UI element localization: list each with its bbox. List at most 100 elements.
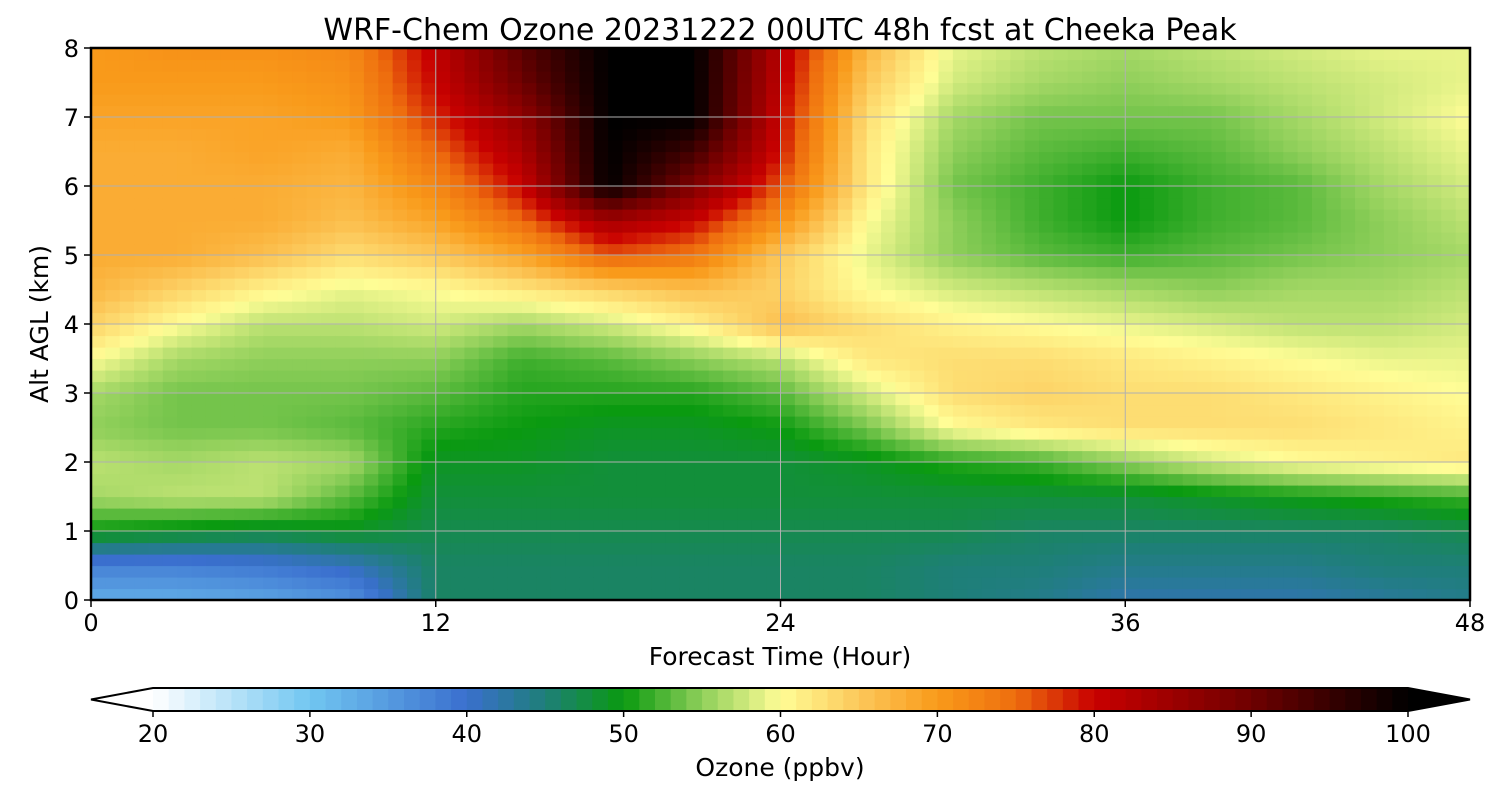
- heatmap-cell: [435, 105, 451, 118]
- heatmap-cell: [694, 209, 710, 222]
- heatmap-cell: [1455, 105, 1471, 118]
- heatmap-cell: [780, 519, 796, 532]
- heatmap-cell: [766, 209, 782, 222]
- heatmap-cell: [1024, 232, 1040, 245]
- heatmap-cell: [1340, 370, 1356, 383]
- heatmap-cell: [407, 128, 422, 141]
- heatmap-cell: [995, 416, 1011, 429]
- heatmap-cell: [306, 462, 322, 475]
- heatmap-cell: [1240, 289, 1256, 302]
- heatmap-cell: [191, 577, 207, 590]
- heatmap-cell: [895, 335, 911, 348]
- heatmap-cell: [177, 255, 193, 268]
- heatmap-cell: [363, 508, 379, 521]
- heatmap-cell: [1297, 105, 1313, 118]
- colorbar-swatch: [1219, 688, 1236, 711]
- heatmap-cell: [292, 358, 308, 371]
- heatmap-cell: [579, 404, 595, 417]
- heatmap-cell: [450, 508, 466, 521]
- heatmap-cell: [1211, 508, 1227, 521]
- heatmap-cell: [766, 485, 782, 498]
- heatmap-cell: [1139, 289, 1155, 302]
- heatmap-cell: [550, 174, 566, 187]
- heatmap-cell: [1024, 163, 1040, 176]
- heatmap-cell: [464, 71, 480, 84]
- heatmap-cell: [378, 577, 394, 590]
- heatmap-cell: [1455, 174, 1471, 187]
- heatmap-cell: [1441, 565, 1457, 578]
- heatmap-cell: [938, 485, 954, 498]
- heatmap-cell: [852, 220, 868, 233]
- heatmap-cell: [1168, 577, 1184, 590]
- heatmap-cell: [636, 255, 652, 268]
- heatmap-cell: [363, 381, 379, 394]
- heatmap-cell: [565, 94, 580, 107]
- heatmap-cell: [1268, 278, 1284, 291]
- heatmap-cell: [306, 450, 322, 463]
- heatmap-cell: [909, 381, 925, 394]
- heatmap-cell: [1455, 243, 1471, 256]
- heatmap-cell: [493, 393, 509, 406]
- heatmap-cell: [507, 439, 523, 452]
- heatmap-cell: [780, 220, 796, 233]
- heatmap-cell: [1211, 82, 1227, 95]
- heatmap-cell: [162, 439, 178, 452]
- heatmap-cell: [1455, 347, 1471, 360]
- heatmap-cell: [1455, 324, 1471, 337]
- colorbar-swatch: [780, 688, 797, 711]
- heatmap-cell: [723, 577, 738, 590]
- heatmap-cell: [952, 174, 968, 187]
- heatmap-cell: [1197, 450, 1213, 463]
- heatmap-cell: [392, 485, 408, 498]
- heatmap-cell: [1082, 105, 1098, 118]
- heatmap-cell: [177, 151, 193, 164]
- colorbar-swatch: [1251, 688, 1268, 711]
- heatmap-cell: [177, 473, 193, 486]
- heatmap-cell: [292, 151, 308, 164]
- heatmap-cell: [1412, 151, 1428, 164]
- heatmap-cell: [220, 232, 236, 245]
- heatmap-cell: [1096, 485, 1112, 498]
- heatmap-cell: [1412, 48, 1428, 61]
- heatmap-cell: [881, 416, 897, 429]
- heatmap-cell: [249, 140, 264, 153]
- heatmap-cell: [1426, 255, 1442, 268]
- heatmap-cell: [1153, 358, 1169, 371]
- heatmap-cell: [679, 508, 695, 521]
- heatmap-cell: [766, 519, 782, 532]
- heatmap-cell: [1096, 232, 1112, 245]
- heatmap-cell: [1441, 485, 1457, 498]
- heatmap-cell: [636, 404, 652, 417]
- heatmap-cell: [823, 71, 839, 84]
- heatmap-cell: [435, 335, 451, 348]
- heatmap-cell: [1024, 59, 1040, 72]
- heatmap-cell: [1311, 128, 1327, 141]
- heatmap-cell: [852, 105, 868, 118]
- heatmap-cell: [1369, 266, 1385, 279]
- heatmap-cell: [1225, 151, 1241, 164]
- heatmap-cell: [1225, 220, 1241, 233]
- heatmap-cell: [220, 519, 236, 532]
- heatmap-cell: [837, 71, 853, 84]
- heatmap-cell: [938, 427, 954, 440]
- heatmap-cell: [1153, 335, 1169, 348]
- heatmap-cell: [651, 163, 667, 176]
- heatmap-cell: [766, 577, 782, 590]
- heatmap-cell: [593, 312, 609, 325]
- heatmap-cell: [1297, 243, 1313, 256]
- heatmap-cell: [234, 588, 250, 601]
- heatmap-cell: [277, 531, 293, 544]
- heatmap-cell: [967, 462, 983, 475]
- heatmap-cell: [450, 140, 466, 153]
- heatmap-cell: [205, 347, 221, 360]
- heatmap-cell: [1096, 347, 1112, 360]
- heatmap-cell: [1110, 105, 1126, 118]
- heatmap-cell: [277, 324, 293, 337]
- heatmap-cell: [723, 197, 738, 210]
- heatmap-cell: [837, 301, 853, 314]
- heatmap-cell: [1326, 174, 1342, 187]
- heatmap-cell: [536, 358, 552, 371]
- heatmap-cell: [1225, 197, 1241, 210]
- heatmap-cell: [435, 485, 451, 498]
- heatmap-cell: [91, 243, 106, 256]
